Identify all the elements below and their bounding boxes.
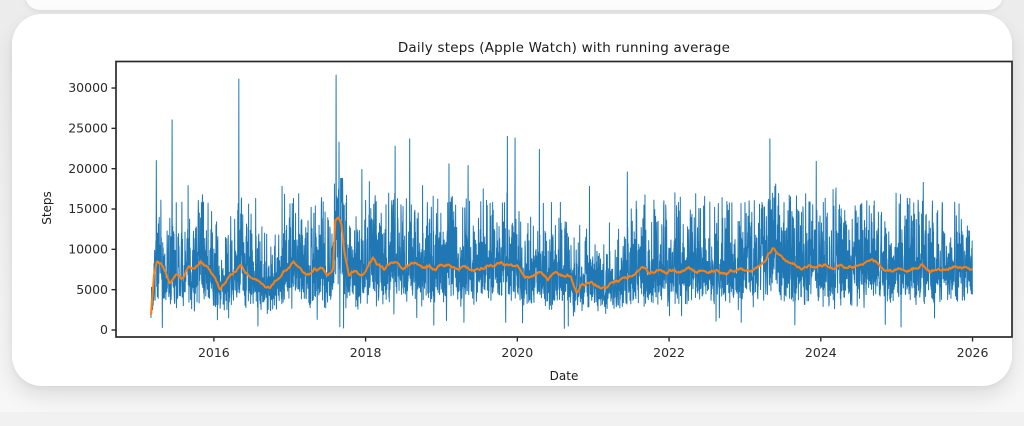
y-tick-label: 0	[100, 322, 108, 337]
running-average-line	[149, 216, 973, 315]
x-tick-label: 2026	[957, 345, 989, 360]
y-tick-label: 15000	[68, 201, 108, 216]
x-tick-label: 2024	[805, 345, 837, 360]
x-tick-label: 2018	[350, 345, 382, 360]
chart-title: Daily steps (Apple Watch) with running a…	[397, 40, 731, 56]
y-tick-label: 20000	[68, 161, 108, 176]
page-background: Daily steps (Apple Watch) with running a…	[0, 0, 1024, 412]
axes-spines	[115, 60, 1013, 338]
y-tick-label: 30000	[68, 80, 108, 95]
top-card-edge	[25, 0, 1003, 10]
x-axis-label: Date	[549, 369, 579, 383]
y-tick-label: 10000	[68, 242, 108, 257]
y-tick-label: 25000	[68, 121, 108, 136]
figure-card: Daily steps (Apple Watch) with running a…	[12, 14, 1013, 386]
x-tick-label: 2020	[501, 345, 533, 360]
daily-steps-line	[150, 74, 973, 329]
x-tick-label: 2022	[653, 345, 685, 360]
x-tick-label: 2016	[198, 345, 230, 360]
plot-area: 2016 2018 2020 2022 2024 2026 0 5000 10000 15000 2…	[68, 60, 1013, 360]
y-tick-label: 5000	[76, 282, 108, 297]
